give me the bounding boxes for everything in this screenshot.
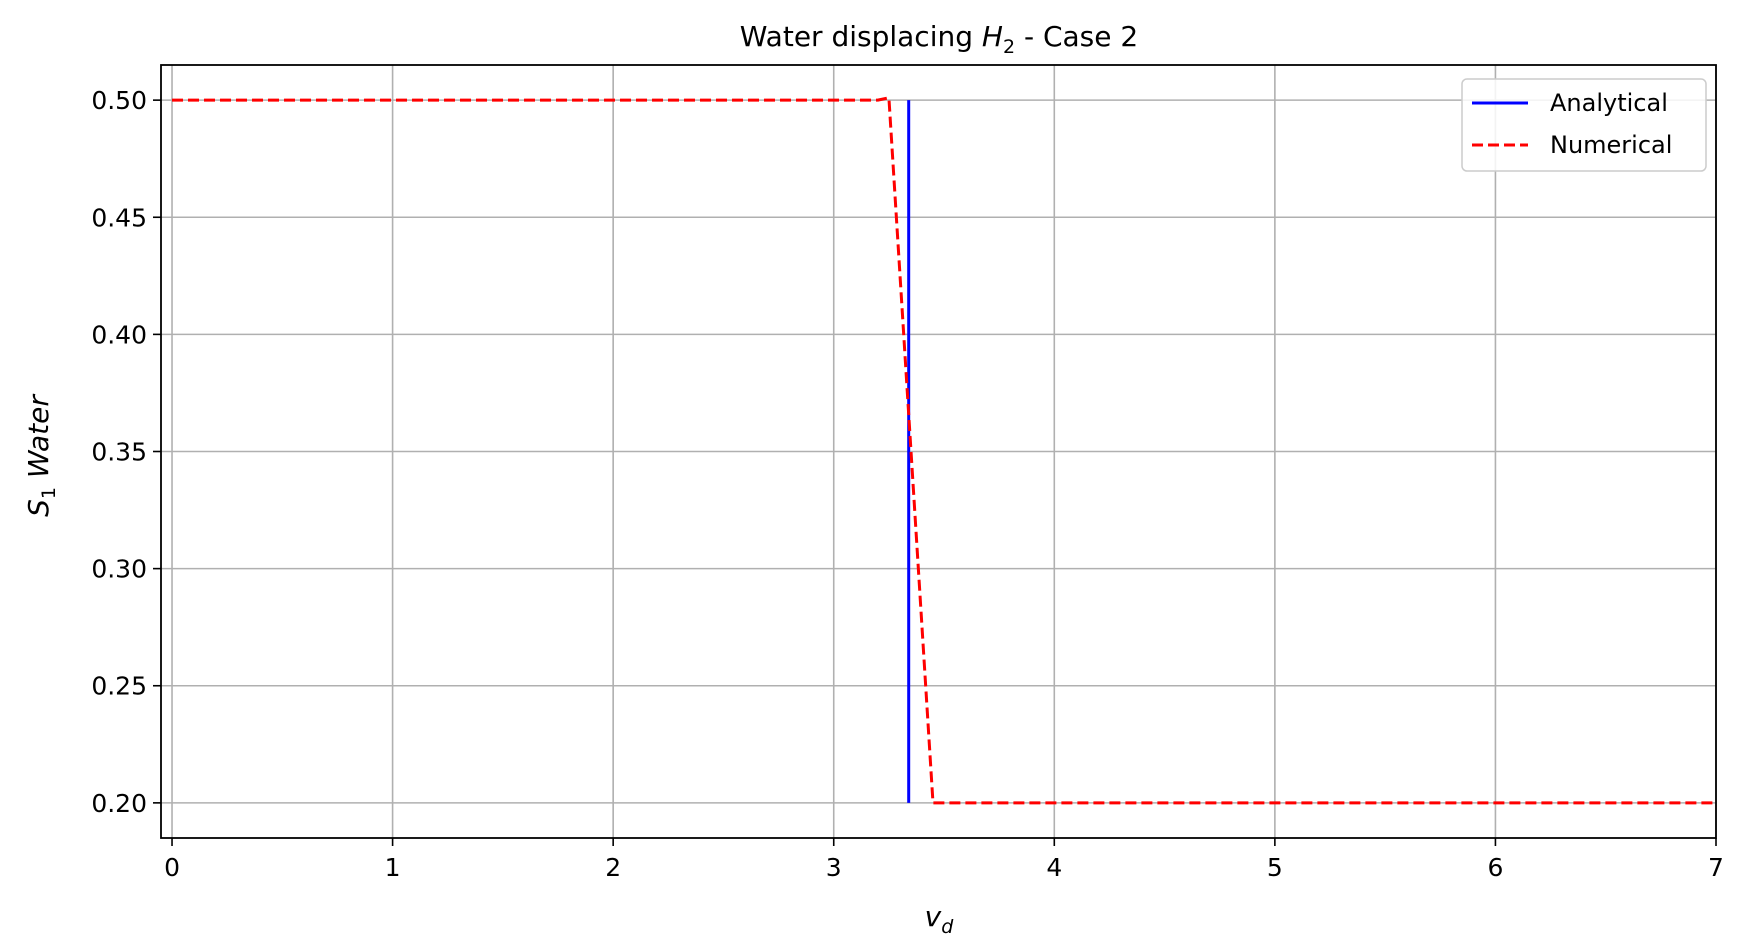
series-line-numerical [172, 96, 1716, 805]
ticks: 0 1 2 3 4 5 6 7 0.20 0.25 0.30 0.35 0.40 0.45 0.50 [91, 86, 1724, 882]
x-tick-label: 2 [605, 853, 621, 882]
y-tick-label: 0.25 [91, 672, 147, 701]
y-tick-label: 0.30 [91, 555, 147, 584]
x-tick-label: 4 [1046, 853, 1062, 882]
y-tick-label: 0.45 [91, 203, 147, 232]
chart-title: Water displacing H2 - Case 2 [740, 20, 1138, 58]
y-tick-label: 0.35 [91, 438, 147, 467]
legend-label-numerical: Numerical [1550, 131, 1672, 159]
x-tick-label: 5 [1267, 853, 1283, 882]
y-tick-label: 0.20 [91, 789, 147, 818]
x-tick-label: 7 [1708, 853, 1724, 882]
y-tick-label: 0.40 [91, 320, 147, 349]
series-group [172, 96, 1716, 805]
x-tick-label: 6 [1487, 853, 1503, 882]
y-tick-label: 0.50 [91, 86, 147, 115]
x-tick-label: 0 [164, 853, 180, 882]
x-tick-label: 3 [826, 853, 842, 882]
x-tick-label: 1 [385, 853, 401, 882]
x-axis-label: vd [925, 900, 955, 938]
legend: Analytical Numerical [1461, 78, 1707, 172]
y-axis-label: S1 Water [22, 394, 60, 517]
legend-label-analytical: Analytical [1550, 89, 1668, 117]
